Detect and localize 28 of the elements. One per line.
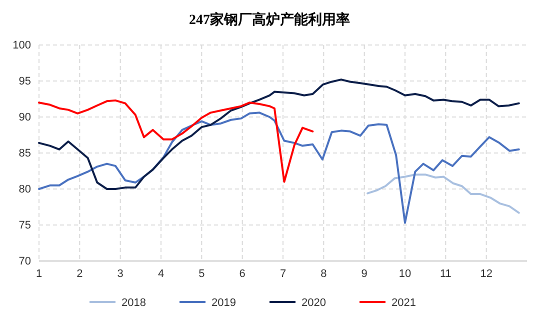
- legend-label: 2018: [122, 297, 146, 309]
- legend-label: 2019: [212, 297, 236, 309]
- y-tick-label: 90: [18, 112, 31, 124]
- x-tick-label: 12: [480, 268, 492, 280]
- x-tick-label: 7: [280, 268, 286, 280]
- legend-label: 2020: [302, 297, 326, 309]
- chart-title: 247家钢厂高炉产能利用率: [189, 11, 350, 28]
- line-series: [366, 174, 520, 214]
- x-tick-label: 3: [117, 268, 124, 280]
- x-tick-label: 10: [398, 268, 412, 280]
- legend-label: 2021: [392, 297, 416, 309]
- x-tick-label: 4: [158, 268, 164, 280]
- x-tick-label: 8: [320, 268, 327, 280]
- y-tick-label: 75: [18, 220, 31, 232]
- y-tick-label: 70: [18, 256, 31, 268]
- x-tick-label: 5: [198, 268, 205, 280]
- y-tick-label: 95: [18, 76, 31, 88]
- line-series: [38, 112, 520, 224]
- x-tick-label: 9: [361, 268, 368, 280]
- x-tick-label: 2: [76, 268, 83, 280]
- x-tick-label: 6: [239, 268, 246, 280]
- line-series: [38, 78, 520, 190]
- line-series: [38, 99, 314, 183]
- x-tick-label: 1: [36, 268, 42, 280]
- x-tick-label: 11: [440, 268, 452, 280]
- y-tick-label: 80: [18, 184, 31, 196]
- y-tick-label: 85: [18, 148, 31, 160]
- y-tick-label: 100: [12, 40, 31, 52]
